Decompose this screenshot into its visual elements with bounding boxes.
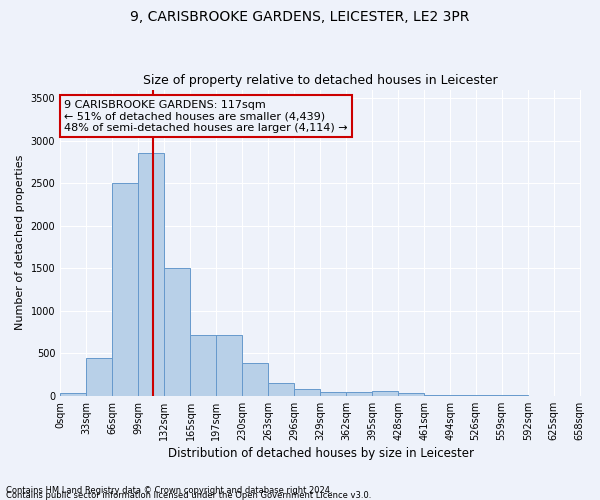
Bar xyxy=(242,364,268,396)
Text: 9 CARISBROOKE GARDENS: 117sqm
← 51% of detached houses are smaller (4,439)
48% o: 9 CARISBROOKE GARDENS: 117sqm ← 51% of d… xyxy=(64,100,348,133)
Bar xyxy=(60,394,86,396)
Bar xyxy=(320,392,346,396)
Bar xyxy=(139,154,164,396)
Bar xyxy=(216,334,242,396)
Bar xyxy=(164,268,190,396)
X-axis label: Distribution of detached houses by size in Leicester: Distribution of detached houses by size … xyxy=(168,447,474,460)
Text: 9, CARISBROOKE GARDENS, LEICESTER, LE2 3PR: 9, CARISBROOKE GARDENS, LEICESTER, LE2 3… xyxy=(130,10,470,24)
Bar xyxy=(294,389,320,396)
Bar xyxy=(112,183,139,396)
Y-axis label: Number of detached properties: Number of detached properties xyxy=(15,155,25,330)
Bar xyxy=(268,383,294,396)
Bar xyxy=(346,392,372,396)
Bar xyxy=(86,358,112,396)
Text: Contains HM Land Registry data © Crown copyright and database right 2024.: Contains HM Land Registry data © Crown c… xyxy=(6,486,332,495)
Bar xyxy=(424,394,451,396)
Title: Size of property relative to detached houses in Leicester: Size of property relative to detached ho… xyxy=(143,74,498,87)
Bar xyxy=(190,334,217,396)
Text: Contains public sector information licensed under the Open Government Licence v3: Contains public sector information licen… xyxy=(6,491,371,500)
Bar xyxy=(476,395,502,396)
Bar xyxy=(451,395,476,396)
Bar xyxy=(372,390,398,396)
Bar xyxy=(398,394,424,396)
